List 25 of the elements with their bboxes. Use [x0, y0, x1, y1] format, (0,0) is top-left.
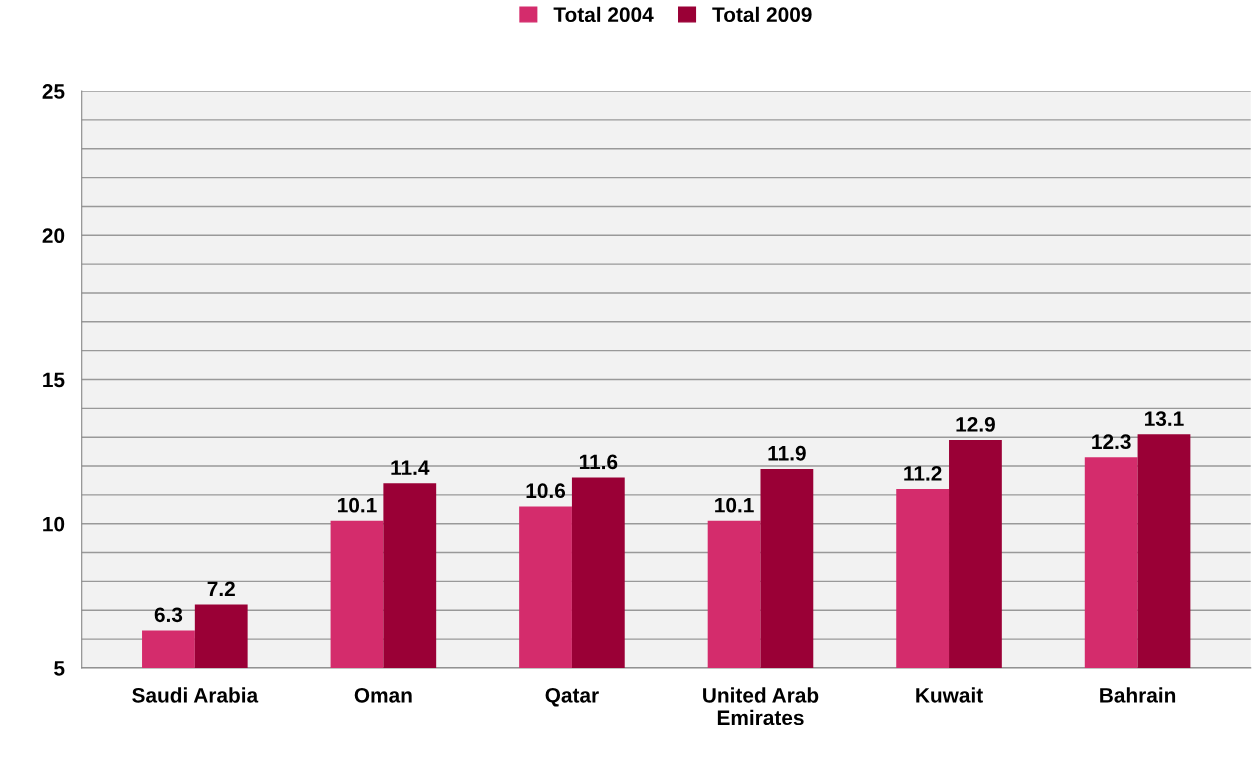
- x-tick-label: Saudi Arabia: [132, 687, 259, 703]
- x-tick-label: Qatar: [545, 687, 599, 707]
- data-label: 11.2: [904, 466, 942, 481]
- y-tick-label: 15: [43, 372, 65, 388]
- y-tick-label: 20: [42, 228, 65, 244]
- data-label: 10.6: [526, 483, 566, 499]
- data-label: 13.1: [1145, 411, 1184, 427]
- x-tick-label: Bahrain: [1100, 687, 1176, 703]
- data-label: 12.3: [1092, 434, 1131, 450]
- data-label: 10.1: [715, 497, 754, 513]
- data-label: 7.2: [207, 581, 235, 596]
- x-tick-label: United Arab Emirates: [703, 687, 819, 726]
- legend-label: Total 2009: [712, 6, 812, 23]
- legend-label: Total 2004: [553, 6, 654, 23]
- y-tick-label: 25: [42, 84, 65, 99]
- x-tick-label: Oman: [354, 687, 412, 703]
- data-label: 11.9: [768, 445, 806, 461]
- y-tick-label: 5: [54, 661, 65, 676]
- data-label: 10.1: [338, 497, 377, 513]
- data-label: 11.6: [579, 454, 618, 470]
- x-tick-label: Kuwait: [916, 687, 983, 703]
- data-label: 12.9: [956, 417, 995, 432]
- data-label: 11.4: [391, 460, 430, 475]
- y-tick-label: 10: [43, 516, 65, 532]
- data-label: 6.3: [154, 607, 183, 623]
